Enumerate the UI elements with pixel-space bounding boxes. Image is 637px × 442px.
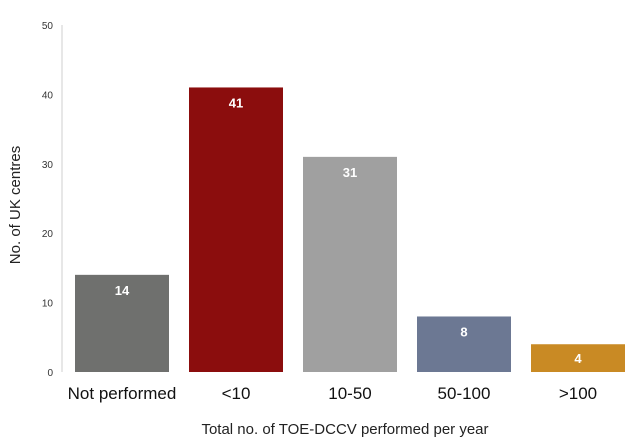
- x-category-label: 10-50: [328, 384, 371, 403]
- y-tick-label: 50: [42, 21, 54, 32]
- bar: [75, 274, 169, 372]
- bar-data-label: 4: [574, 351, 582, 366]
- data-labels: 14 41 31 8 4: [115, 95, 583, 366]
- x-category-label: <10: [222, 384, 251, 403]
- bar-data-label: 14: [115, 283, 130, 298]
- y-tick-label: 30: [42, 160, 54, 171]
- bar-data-label: 31: [343, 165, 357, 180]
- bar: [303, 156, 397, 372]
- y-tick-label: 10: [42, 299, 54, 310]
- y-tick-label: 20: [42, 229, 54, 240]
- bar-data-label: 8: [460, 324, 467, 339]
- bar: [531, 344, 625, 372]
- y-axis-ticks: 0 10 20 30 40 50: [42, 21, 54, 379]
- bar-data-label: 41: [229, 95, 243, 110]
- x-category-label: 50-100: [438, 384, 491, 403]
- x-axis-title: Total no. of TOE-DCCV performed per year: [201, 421, 488, 438]
- x-axis-category-labels: Not performed <10 10-50 50-100 >100: [68, 384, 597, 403]
- x-category-label: Not performed: [68, 384, 177, 403]
- bar: [189, 87, 283, 373]
- y-tick-label: 0: [47, 368, 53, 379]
- y-tick-label: 40: [42, 90, 54, 101]
- y-axis-title: No. of UK centres: [7, 146, 24, 264]
- bar: [417, 316, 511, 372]
- x-category-label: >100: [559, 384, 597, 403]
- bars: [75, 87, 625, 373]
